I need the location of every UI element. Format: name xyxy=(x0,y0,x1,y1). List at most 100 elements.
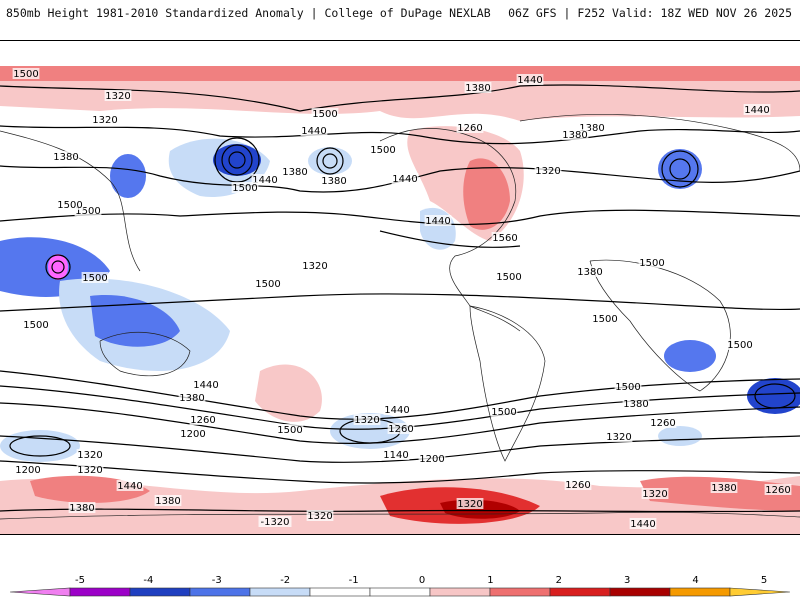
contour-label: 1500 xyxy=(277,425,302,436)
contour-label-bg xyxy=(629,518,657,529)
contour-label-bg xyxy=(116,480,144,491)
contour-label-bg xyxy=(251,174,279,185)
contour-label-bg xyxy=(561,129,589,140)
legend-color-bin xyxy=(489,587,551,597)
contour-label: 1500 xyxy=(727,340,752,351)
contour-label: 1500 xyxy=(370,145,395,156)
contour-label: 1440 xyxy=(517,75,542,86)
contour-label: 1500 xyxy=(75,206,100,217)
contour-label-bg xyxy=(534,165,562,176)
contour-label: 1260 xyxy=(650,418,675,429)
contour-label-bg xyxy=(456,498,484,509)
contour-label-bg xyxy=(495,271,523,282)
contour-label-bg xyxy=(104,90,132,101)
scandinavia-ring-1 xyxy=(669,158,691,180)
contour-1560-tropics xyxy=(379,230,521,248)
aleutian-low-ring-2 xyxy=(221,144,253,176)
contour-label-bg xyxy=(281,166,309,177)
scandinavia-low xyxy=(658,149,702,189)
contour-label: 1440 xyxy=(301,126,326,137)
contour-label-bg xyxy=(591,313,619,324)
contour-label: 1440 xyxy=(193,380,218,391)
contour-label-bg xyxy=(369,144,397,155)
south-pacific-low xyxy=(0,430,80,462)
legend-tick-label: -1 xyxy=(349,575,359,586)
maritime-continent-core xyxy=(90,295,180,347)
contour-label-bg xyxy=(178,392,206,403)
contour-1500-mid xyxy=(0,209,800,226)
contour-label-bg xyxy=(490,406,518,417)
contour-label: 1320 xyxy=(92,115,117,126)
contour-label: 1500 xyxy=(639,258,664,269)
cyclone-core xyxy=(48,254,68,280)
contour-label-bg xyxy=(254,278,282,289)
contour-label-bg xyxy=(418,453,446,464)
contour-label: 1380 xyxy=(465,83,490,94)
africa-coast xyxy=(589,259,731,392)
contour-label: 1320 xyxy=(606,432,631,443)
contour-label-bg xyxy=(710,482,738,493)
cyclone-ring-1 xyxy=(51,260,65,274)
contour-label: 1440 xyxy=(252,175,277,186)
contour-label: 1500 xyxy=(592,314,617,325)
contour-1380-north xyxy=(0,165,800,193)
contour-label-bg xyxy=(52,151,80,162)
contour-label-bg xyxy=(743,104,771,115)
contour-label: 1500 xyxy=(23,320,48,331)
southern-indian-low xyxy=(747,378,800,414)
legend-color-bin xyxy=(129,587,191,597)
contour-label: 1320 xyxy=(77,465,102,476)
contour-label: 1500 xyxy=(82,273,107,284)
contour-label: 1260 xyxy=(765,485,790,496)
contour-label: 1320 xyxy=(105,91,130,102)
antarctica-coast xyxy=(0,512,800,520)
contour-label: 1440 xyxy=(630,519,655,530)
contour-label: 1320 xyxy=(457,499,482,510)
contour-label: 1260 xyxy=(190,415,215,426)
australia-coast xyxy=(99,331,191,377)
contour-1500-north xyxy=(0,84,800,112)
south-pacific-positive xyxy=(255,364,322,422)
legend-color-bins xyxy=(9,587,791,597)
south-pacific-ring xyxy=(9,435,71,457)
legend-color-bin xyxy=(369,587,431,597)
contour-label: 1200 xyxy=(15,465,40,476)
contour-label-bg xyxy=(456,122,484,133)
contour-label-bg xyxy=(22,319,50,330)
contour-1440-north xyxy=(0,125,800,145)
contour-label-bg xyxy=(91,114,119,125)
contour-label: 1500 xyxy=(13,69,38,80)
aleutian-low-ring-1 xyxy=(228,151,246,169)
contour-label-bg xyxy=(311,108,339,119)
contour-label-bg xyxy=(424,215,452,226)
contour-label: 1440 xyxy=(384,405,409,416)
contour-label: 1440 xyxy=(425,216,450,227)
contour-label: 1380 xyxy=(53,152,78,163)
legend-tick-label: -2 xyxy=(280,575,290,586)
contour-label-bg xyxy=(231,182,259,193)
contour-label-bg xyxy=(300,125,328,136)
chart-title: 850mb Height 1981-2010 Standardized Anom… xyxy=(6,6,491,20)
legend-tick-label: 3 xyxy=(624,575,630,586)
contour-label: 1200 xyxy=(419,454,444,465)
contour-label-bg xyxy=(726,339,754,350)
legend-tick-label: -3 xyxy=(212,575,222,586)
contour-label-bg xyxy=(387,423,415,434)
contour-label-bg xyxy=(179,428,207,439)
contour-label: 1440 xyxy=(117,481,142,492)
contour-label: 1500 xyxy=(491,407,516,418)
contour-label-bg xyxy=(301,260,329,271)
contour-label: 1380 xyxy=(577,267,602,278)
contour-label: 1320 xyxy=(354,415,379,426)
legend-color-bin xyxy=(189,587,251,597)
contour-label-bg xyxy=(76,449,104,460)
contour-label: 1320 xyxy=(642,489,667,500)
legend-tick-label: -5 xyxy=(75,575,85,586)
gulf-alaska-ring-2 xyxy=(316,147,344,175)
contour-label: 1380 xyxy=(623,399,648,410)
arctic-pink-area xyxy=(0,81,800,121)
contour-label-bg xyxy=(68,502,96,513)
contour-label-bg xyxy=(649,417,677,428)
contour-label: 1500 xyxy=(255,279,280,290)
